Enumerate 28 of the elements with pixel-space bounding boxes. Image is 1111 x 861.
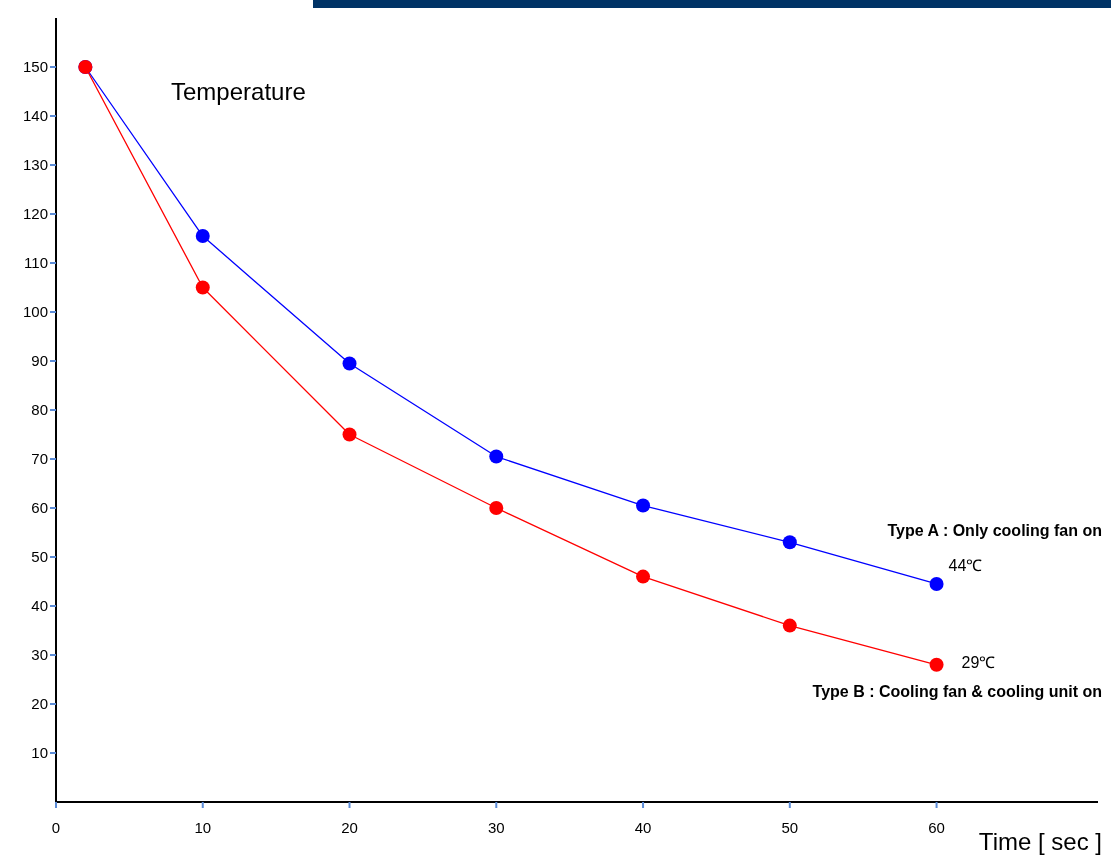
y-tick-label: 90: [31, 352, 48, 370]
x-axis-title: Time [ sec ]: [978, 828, 1102, 856]
x-tick-label: 30: [487, 818, 505, 836]
y-tick-label: 60: [31, 499, 48, 517]
y-tick-label: 20: [31, 695, 48, 713]
y-tick-label: 100: [22, 303, 48, 321]
y-tick-label: 10: [31, 744, 48, 762]
y-axis-title: Temperature: [171, 78, 306, 106]
annotation: 29℃: [961, 652, 996, 673]
y-tick-label: 150: [22, 58, 48, 76]
x-tick-label: 50: [781, 818, 799, 836]
y-tick-label: 30: [31, 646, 48, 664]
y-tick-label: 50: [31, 548, 48, 566]
y-tick-label: 70: [31, 450, 48, 468]
y-tick-label: 130: [22, 156, 48, 174]
series-label: Type B : Cooling fan & cooling unit on: [812, 682, 1102, 701]
x-tick-label: 60: [928, 818, 945, 836]
x-tick-label: 0: [51, 818, 61, 836]
y-tick-label: 120: [22, 205, 48, 223]
y-tick-label: 110: [24, 254, 48, 272]
x-tick-label: 20: [341, 818, 358, 836]
y-tick-label: 40: [31, 597, 48, 615]
x-tick-label: 10: [194, 818, 212, 836]
annotation: 44℃: [948, 555, 983, 576]
series-label: Type A : Only cooling fan on: [887, 521, 1102, 540]
y-tick-label: 140: [22, 107, 48, 125]
y-tick-label: 80: [31, 401, 48, 419]
x-tick-label: 40: [634, 818, 652, 836]
